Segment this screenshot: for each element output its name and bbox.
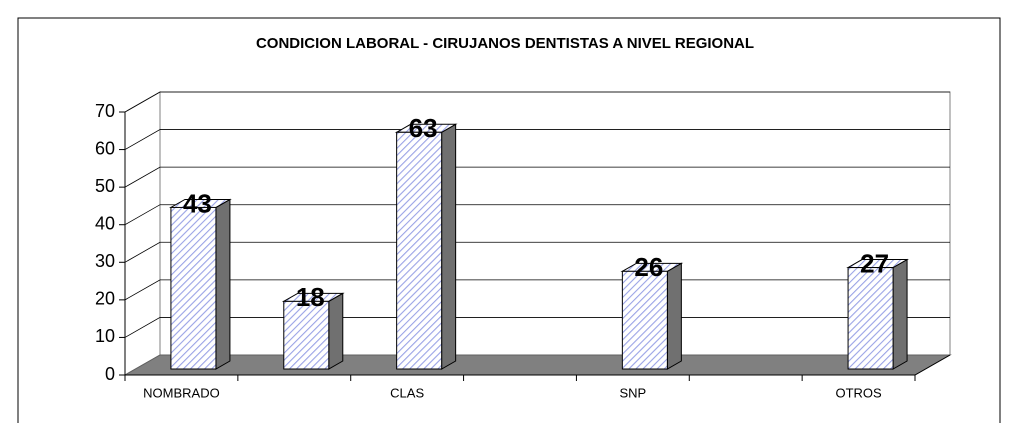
y-tick-label: 0 xyxy=(105,364,115,384)
bar-side xyxy=(441,123,457,370)
back-wall xyxy=(159,91,951,356)
y-tick-label: 70 xyxy=(95,101,115,121)
bar xyxy=(847,267,894,370)
value-label: 18 xyxy=(296,282,325,312)
x-tick-label: NOMBRADO xyxy=(143,385,220,400)
x-tick-label: CLAS xyxy=(390,385,424,400)
value-label: 26 xyxy=(634,252,663,282)
bar-side xyxy=(666,262,682,370)
x-axis-end xyxy=(914,354,951,376)
y-tick-label: 10 xyxy=(95,326,115,346)
bar xyxy=(170,206,217,370)
value-label: 63 xyxy=(409,113,438,143)
side-wall xyxy=(124,91,161,376)
y-tick-label: 60 xyxy=(95,138,115,158)
value-label: 27 xyxy=(860,248,889,278)
x-tick-label: OTROS xyxy=(835,385,882,400)
bar xyxy=(283,300,330,370)
grid-line xyxy=(124,204,950,226)
bar xyxy=(396,131,443,370)
grid-line xyxy=(124,241,950,263)
grid-line xyxy=(124,279,950,301)
bar-side xyxy=(892,258,908,370)
floor xyxy=(123,354,952,376)
chart-title: CONDICION LABORAL - CIRUJANOS DENTISTAS … xyxy=(256,35,754,52)
bar xyxy=(621,270,668,370)
y-tick-label: 20 xyxy=(95,289,115,309)
y-tick-label: 30 xyxy=(95,251,115,271)
x-tick-label: SNP xyxy=(619,385,646,400)
grid-line xyxy=(124,166,950,188)
grid-line xyxy=(124,317,950,338)
y-tick-label: 50 xyxy=(95,176,115,196)
grid-line xyxy=(124,91,950,113)
value-label: 43 xyxy=(183,188,212,218)
bar-side xyxy=(328,292,344,370)
grid-line xyxy=(124,129,950,150)
bar-side xyxy=(215,198,231,370)
y-tick-label: 40 xyxy=(95,213,115,233)
